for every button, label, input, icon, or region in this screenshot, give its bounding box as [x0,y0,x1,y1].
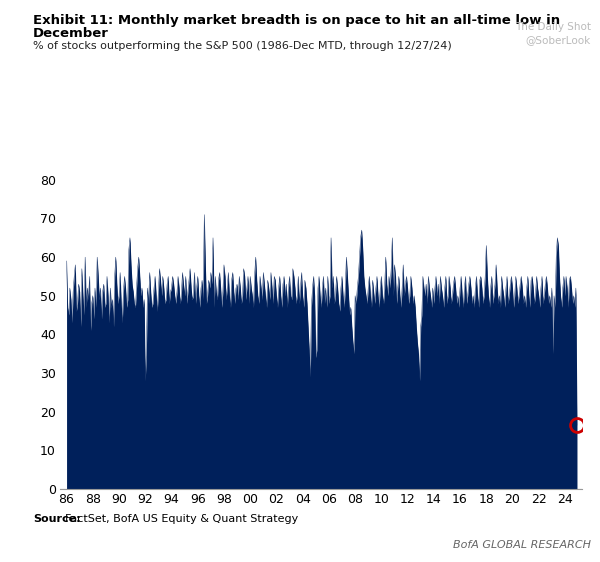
Text: FactSet, BofA US Equity & Quant Strategy: FactSet, BofA US Equity & Quant Strategy [65,514,298,524]
Text: December: December [33,27,109,40]
Text: Source:: Source: [33,514,80,524]
Text: % of stocks outperforming the S&P 500 (1986-Dec MTD, through 12/27/24): % of stocks outperforming the S&P 500 (1… [33,41,452,51]
Text: BofA GLOBAL RESEARCH: BofA GLOBAL RESEARCH [453,540,591,550]
Text: The Daily Shot: The Daily Shot [515,22,591,33]
Text: Exhibit 11: Monthly market breadth is on pace to hit an all-time low in: Exhibit 11: Monthly market breadth is on… [33,14,560,27]
Text: @SoberLook: @SoberLook [526,35,591,45]
